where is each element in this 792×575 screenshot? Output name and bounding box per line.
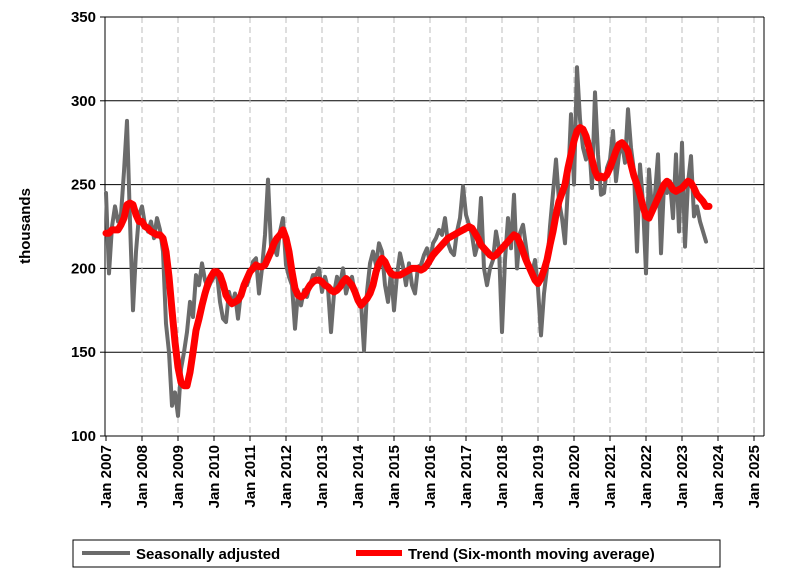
- x-tick-label: Jan 2021: [602, 445, 619, 508]
- y-tick-label: 250: [71, 177, 96, 194]
- x-tick-label: Jan 2024: [710, 444, 727, 508]
- x-tick-label: Jan 2008: [134, 445, 151, 508]
- x-tick-label: Jan 2016: [422, 445, 439, 508]
- y-tick-label: 350: [71, 9, 96, 26]
- axes: [100, 16, 765, 441]
- legend-label-seasonally-adjusted: Seasonally adjusted: [136, 546, 280, 563]
- grid: [105, 16, 764, 436]
- series-line-trend-six-month-moving-average: [102, 124, 713, 390]
- x-tick-label: Jan 2025: [746, 445, 763, 508]
- x-tick-labels: Jan 2007 Jan 2008 Jan 2009 Jan 2010 Jan 2011…: [98, 444, 763, 508]
- x-tick-label: Jan 2018: [494, 445, 511, 508]
- y-tick-label: 300: [71, 93, 96, 110]
- y-tick-labels: 100 150 200 250 300 350: [71, 9, 96, 445]
- y-axis-title: thousands: [17, 188, 34, 264]
- y-tick-label: 100: [71, 428, 96, 445]
- x-tick-label: Jan 2009: [170, 445, 187, 508]
- x-tick-label: Jan 2014: [350, 444, 367, 508]
- x-tick-label: Jan 2019: [530, 445, 547, 508]
- x-tick-label: Jan 2022: [638, 445, 655, 508]
- x-tick-label: Jan 2013: [314, 445, 331, 508]
- x-tick-label: Jan 2015: [386, 445, 403, 508]
- x-tick-label: Jan 2012: [278, 445, 295, 508]
- legend: Seasonally adjusted Trend (Six-month mov…: [72, 539, 721, 568]
- x-tick-label: Jan 2007: [98, 445, 115, 508]
- series-layer: [102, 65, 713, 418]
- x-tick-label: Jan 2011: [242, 445, 259, 508]
- y-tick-label: 200: [71, 260, 96, 277]
- series-line-seasonally-adjusted: [104, 65, 708, 418]
- y-tick-label: 150: [71, 344, 96, 361]
- x-tick-label: Jan 2010: [206, 445, 223, 508]
- x-tick-label: Jan 2023: [674, 445, 691, 508]
- x-tick-label: Jan 2020: [566, 445, 583, 508]
- x-tick-label: Jan 2017: [458, 445, 475, 508]
- legend-label-trend: Trend (Six-month moving average): [408, 546, 655, 563]
